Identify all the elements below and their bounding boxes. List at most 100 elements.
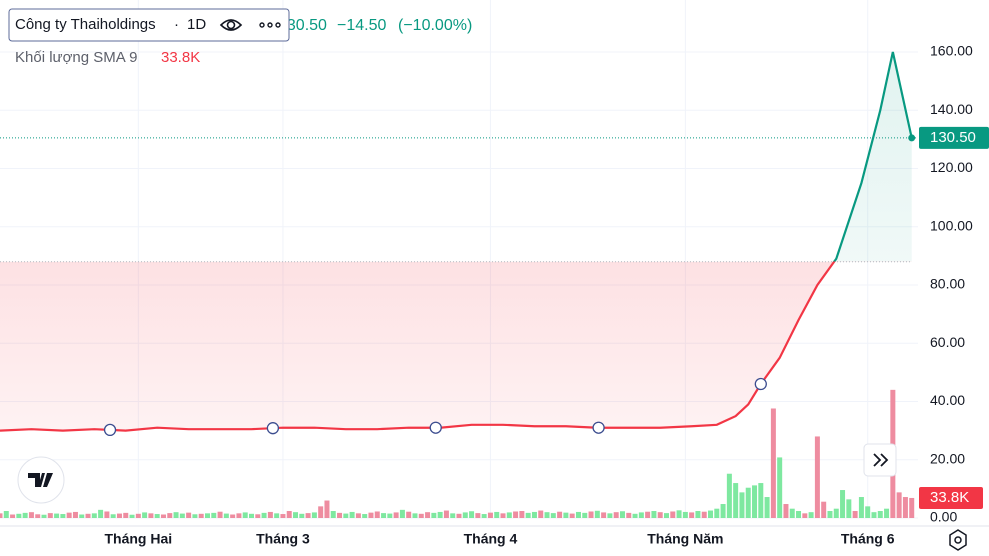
volume-bar bbox=[557, 511, 563, 518]
volume-bar bbox=[10, 514, 16, 518]
baseline-area bbox=[0, 52, 912, 431]
volume-bar bbox=[261, 512, 267, 518]
tv-logo[interactable] bbox=[17, 456, 65, 504]
settings-button[interactable] bbox=[949, 529, 967, 551]
volume-bar bbox=[167, 513, 173, 518]
volume-bar bbox=[47, 513, 53, 518]
volume-bar bbox=[563, 512, 569, 518]
volume-bar bbox=[418, 513, 424, 518]
symbol-name: Công ty Thaiholdings bbox=[15, 16, 156, 33]
volume-bar bbox=[324, 500, 330, 518]
y-tick-label: 160.00 bbox=[930, 43, 973, 59]
scroll-button[interactable] bbox=[863, 443, 897, 477]
volume-bar bbox=[701, 511, 707, 518]
separator: · bbox=[174, 16, 179, 33]
volume-bar bbox=[22, 512, 28, 518]
volume-bar bbox=[110, 514, 116, 518]
volume-bar bbox=[72, 511, 78, 518]
volume-bar bbox=[902, 497, 908, 518]
volume-bar bbox=[160, 514, 166, 518]
volume-bar bbox=[249, 513, 255, 518]
volume-bar bbox=[802, 513, 808, 518]
volume-bar bbox=[286, 511, 292, 518]
volume-bar bbox=[525, 512, 531, 518]
event-marker bbox=[429, 421, 442, 434]
y-tick-label: 100.00 bbox=[930, 217, 973, 233]
volume-bar bbox=[60, 514, 66, 518]
volume-bar bbox=[299, 513, 305, 518]
y-tick-label: 120.00 bbox=[930, 159, 973, 175]
volume-bar bbox=[708, 510, 714, 518]
event-marker bbox=[103, 423, 117, 437]
volume-bar bbox=[28, 512, 34, 518]
volume-bar bbox=[752, 485, 758, 518]
y-tick-label: 140.00 bbox=[930, 101, 973, 117]
volume-bar bbox=[192, 514, 198, 518]
volume-bar bbox=[733, 483, 739, 518]
volume-bar bbox=[846, 499, 852, 518]
volume-bar bbox=[211, 512, 217, 518]
volume-bar bbox=[487, 512, 493, 518]
volume-bar bbox=[877, 511, 883, 518]
volume-bar bbox=[0, 513, 3, 518]
x-tick-label: Tháng 6 bbox=[841, 531, 895, 547]
volume-bar bbox=[613, 512, 619, 518]
volume-bar bbox=[506, 512, 512, 518]
volume-bar bbox=[91, 513, 97, 518]
volume-bar bbox=[575, 511, 581, 518]
volume-bar bbox=[123, 512, 129, 518]
volume-bar bbox=[204, 513, 210, 518]
volume-bar bbox=[469, 511, 475, 518]
more-icon[interactable] bbox=[259, 22, 281, 28]
volume-bar bbox=[513, 511, 519, 518]
volume-bar bbox=[789, 508, 795, 518]
volume-bar bbox=[538, 510, 544, 518]
volume-bar bbox=[142, 512, 148, 518]
volume-bar bbox=[35, 514, 41, 518]
volume-bar bbox=[833, 508, 839, 518]
volume-bar bbox=[519, 511, 525, 518]
volume-bar bbox=[865, 506, 871, 518]
volume-bar bbox=[475, 513, 481, 518]
volume-bar bbox=[242, 512, 248, 518]
legend-close: 130.50 bbox=[278, 17, 327, 34]
volume-bar bbox=[217, 511, 223, 518]
x-tick-label: Tháng 4 bbox=[464, 531, 518, 547]
volume-bar bbox=[129, 514, 135, 518]
volume-bar bbox=[663, 513, 669, 518]
volume-bar bbox=[852, 511, 858, 518]
volume-bar bbox=[330, 511, 336, 518]
volume-bar bbox=[230, 514, 236, 518]
volume-bar bbox=[399, 509, 405, 518]
volume-bar bbox=[739, 492, 745, 518]
eye-icon[interactable] bbox=[219, 19, 243, 31]
symbol-box[interactable] bbox=[8, 8, 290, 42]
volume-bar bbox=[85, 513, 91, 518]
volume-bar bbox=[726, 473, 732, 518]
volume-bar bbox=[148, 513, 154, 518]
price-badge bbox=[919, 126, 989, 149]
volume-bar bbox=[179, 513, 185, 518]
x-tick-label: Tháng Năm bbox=[647, 531, 723, 547]
volume-bar bbox=[437, 511, 443, 518]
volume-bar bbox=[594, 510, 600, 518]
volume-bar bbox=[871, 512, 877, 518]
volume-bar bbox=[645, 511, 651, 518]
last-point bbox=[908, 134, 916, 142]
volume-value: 33.8K bbox=[161, 49, 200, 66]
y-tick-label: 0.00 bbox=[930, 509, 957, 525]
volume-bar bbox=[393, 512, 399, 518]
volume-bar bbox=[777, 457, 783, 518]
volume-bar bbox=[406, 511, 412, 518]
x-tick-label: Tháng Hai bbox=[104, 531, 172, 547]
grid bbox=[0, 0, 918, 519]
volume-bar bbox=[368, 512, 374, 518]
legend-change: −14.50 bbox=[337, 17, 386, 34]
volume-bar bbox=[154, 514, 160, 518]
volume-bar bbox=[494, 511, 500, 518]
volume-bar bbox=[54, 513, 60, 518]
volume-bar bbox=[280, 514, 286, 518]
volume-badge-label: 33.8K bbox=[930, 489, 969, 506]
volume-bar bbox=[135, 513, 141, 518]
volume-bar bbox=[462, 512, 468, 518]
